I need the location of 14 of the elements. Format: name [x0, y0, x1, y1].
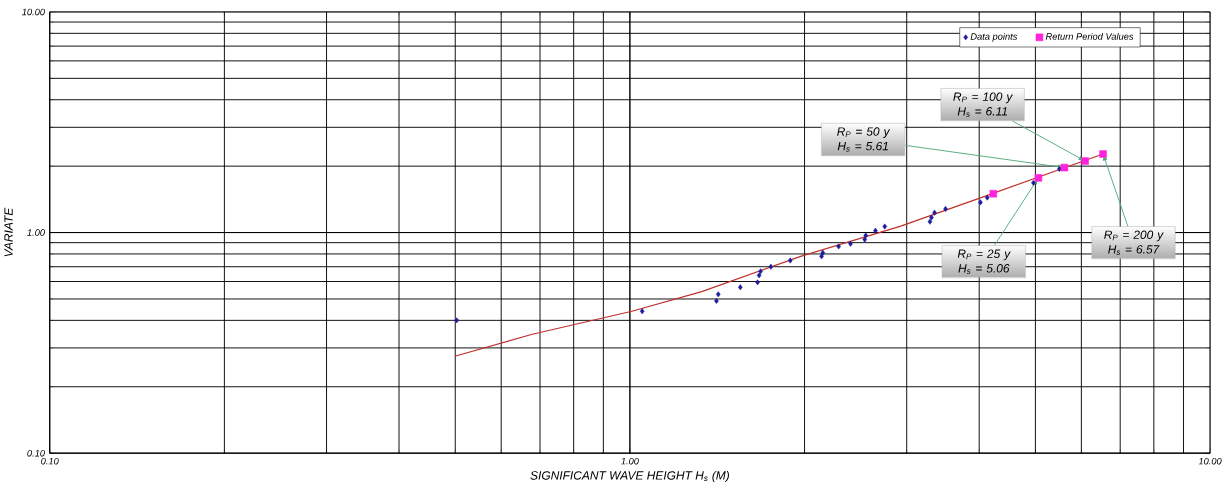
annotation: R$_{P}$ = 200 y H$_{s}$ = 6.57 — [1104, 230, 1164, 255]
x-tick-label: 1.00 — [621, 457, 639, 465]
y-tick-label: 10.00 — [22, 8, 45, 16]
y-tick-label: 0.10 — [27, 449, 45, 457]
y-tick-label: 1.00 — [27, 229, 45, 236]
annotation: R$_{P}$ = 50 y H$_{s}$ = 5.61 — [837, 127, 891, 152]
annotation: R$_{P}$ = 25 y H$_{s}$ = 5.06 — [957, 249, 1011, 274]
legend-label: Return Period Values — [1045, 32, 1134, 40]
x-tick-label: 0.10 — [41, 457, 59, 465]
y-axis-title: VARIATE — [4, 207, 13, 257]
x-axis-title: SIGNIFICANT WAVE HEIGHT H$_{s}$ (M) — [530, 470, 730, 483]
legend-label: Data points — [970, 32, 1018, 42]
x-tick-label: 10.00 — [1198, 457, 1222, 465]
annotation: R$_{P}$ = 100 y H$_{s}$ = 6.11 — [953, 92, 1013, 117]
